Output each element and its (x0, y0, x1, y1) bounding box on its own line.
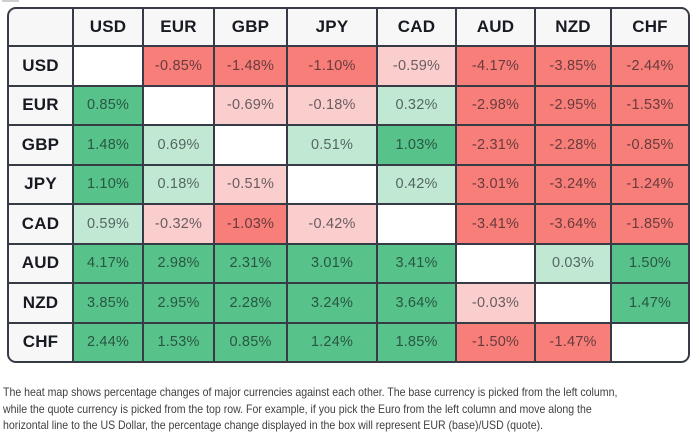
heatmap-cell-gbp-aud: -2.31% (457, 126, 534, 164)
heatmap-cell-chf-cad: 1.85% (378, 323, 455, 361)
heatmap-cell-jpy-jpy (288, 165, 376, 203)
heatmap-cell-gbp-nzd: -2.28% (536, 126, 610, 164)
heatmap-cell-chf-gbp: 0.85% (215, 323, 286, 361)
heatmap-cell-usd-chf: -2.44% (612, 47, 688, 85)
heatmap-cell-usd-gbp: -1.48% (215, 47, 286, 85)
heatmap-cell-cad-jpy: -0.42% (288, 205, 376, 243)
heatmap-cell-gbp-chf: -0.85% (612, 126, 688, 164)
heatmap-cell-gbp-usd: 1.48% (74, 126, 142, 164)
heatmap-description: The heat map shows percentage changes of… (3, 384, 696, 434)
heatmap-cell-cad-cad (378, 205, 455, 243)
heatmap-cell-aud-nzd: 0.03% (536, 244, 610, 282)
heatmap-cell-cad-gbp: -1.03% (215, 205, 286, 243)
heatmap-cell-aud-gbp: 2.31% (215, 244, 286, 282)
heatmap-cell-aud-eur: 2.98% (144, 244, 213, 282)
heatmap-cell-usd-jpy: -1.10% (288, 47, 376, 85)
heatmap-cell-aud-cad: 3.41% (378, 244, 455, 282)
row-header-usd: USD (9, 47, 72, 85)
row-header-eur: EUR (9, 86, 72, 124)
heatmap-cell-chf-usd: 2.44% (74, 323, 142, 361)
col-header-gbp: GBP (215, 9, 286, 45)
top-edge-fragment (2, 0, 19, 2)
corner-cell (9, 9, 72, 45)
heatmap-cell-jpy-usd: 1.10% (74, 165, 142, 203)
heatmap-cell-usd-nzd: -3.85% (536, 47, 610, 85)
heatmap-cell-chf-aud: -1.50% (457, 323, 534, 361)
heatmap-cell-eur-jpy: -0.18% (288, 86, 376, 124)
heatmap-cell-aud-aud (457, 244, 534, 282)
footnote-line: horizontal line to the US Dollar, the pe… (3, 418, 544, 432)
col-header-jpy: JPY (288, 9, 376, 45)
col-header-eur: EUR (144, 9, 213, 45)
heatmap-cell-gbp-jpy: 0.51% (288, 126, 376, 164)
heatmap-cell-eur-nzd: -2.95% (536, 86, 610, 124)
heatmap-cell-jpy-eur: 0.18% (144, 165, 213, 203)
footnote-line: while the quote currency is picked from … (3, 401, 592, 416)
heatmap-cell-chf-nzd: -1.47% (536, 323, 610, 361)
heatmap-cell-aud-jpy: 3.01% (288, 244, 376, 282)
heatmap-grid: USD EUR GBP JPY CAD AUD NZD CHF USD -0.85% -1.48% -… (9, 9, 688, 361)
heatmap-cell-eur-usd: 0.85% (74, 86, 142, 124)
row-header-jpy: JPY (9, 165, 72, 203)
row-header-nzd: NZD (9, 284, 72, 322)
heatmap-cell-chf-chf (612, 323, 688, 361)
heatmap-cell-chf-jpy: 1.24% (288, 323, 376, 361)
heatmap-cell-nzd-chf: 1.47% (612, 284, 688, 322)
heatmap-cell-eur-chf: -1.53% (612, 86, 688, 124)
heatmap-cell-nzd-eur: 2.95% (144, 284, 213, 322)
heatmap-cell-jpy-aud: -3.01% (457, 165, 534, 203)
heatmap-cell-nzd-gbp: 2.28% (215, 284, 286, 322)
row-header-chf: CHF (9, 323, 72, 361)
heatmap-cell-cad-usd: 0.59% (74, 205, 142, 243)
row-header-aud: AUD (9, 244, 72, 282)
row-header-gbp: GBP (9, 126, 72, 164)
heatmap-cell-usd-eur: -0.85% (144, 47, 213, 85)
col-header-nzd: NZD (536, 9, 610, 45)
col-header-chf: CHF (612, 9, 688, 45)
row-header-cad: CAD (9, 205, 72, 243)
heatmap-cell-cad-nzd: -3.64% (536, 205, 610, 243)
heatmap-cell-aud-usd: 4.17% (74, 244, 142, 282)
heatmap-cell-eur-aud: -2.98% (457, 86, 534, 124)
heatmap-cell-jpy-chf: -1.24% (612, 165, 688, 203)
heatmap-cell-usd-usd (74, 47, 142, 85)
heatmap-cell-gbp-eur: 0.69% (144, 126, 213, 164)
col-header-cad: CAD (378, 9, 455, 45)
heatmap-cell-gbp-cad: 1.03% (378, 126, 455, 164)
col-header-usd: USD (74, 9, 142, 45)
heatmap-cell-jpy-gbp: -0.51% (215, 165, 286, 203)
heatmap-cell-eur-gbp: -0.69% (215, 86, 286, 124)
heatmap-cell-nzd-nzd (536, 284, 610, 322)
heatmap-cell-aud-chf: 1.50% (612, 244, 688, 282)
heatmap-cell-nzd-aud: -0.03% (457, 284, 534, 322)
footnote-line: The heat map shows percentage changes of… (3, 385, 618, 399)
heatmap-cell-cad-chf: -1.85% (612, 205, 688, 243)
heatmap-cell-eur-eur (144, 86, 213, 124)
heatmap-cell-nzd-jpy: 3.24% (288, 284, 376, 322)
heatmap-cell-usd-aud: -4.17% (457, 47, 534, 85)
heatmap-cell-jpy-nzd: -3.24% (536, 165, 610, 203)
heatmap-cell-usd-cad: -0.59% (378, 47, 455, 85)
heatmap-cell-chf-eur: 1.53% (144, 323, 213, 361)
heatmap-cell-jpy-cad: 0.42% (378, 165, 455, 203)
col-header-aud: AUD (457, 9, 534, 45)
heatmap-cell-nzd-cad: 3.64% (378, 284, 455, 322)
heatmap-cell-eur-cad: 0.32% (378, 86, 455, 124)
heatmap-cell-cad-aud: -3.41% (457, 205, 534, 243)
heatmap-cell-nzd-usd: 3.85% (74, 284, 142, 322)
heatmap-cell-cad-eur: -0.32% (144, 205, 213, 243)
heatmap-cell-gbp-gbp (215, 126, 286, 164)
currency-heatmap-table: USD EUR GBP JPY CAD AUD NZD CHF USD -0.85% -1.48% -… (7, 7, 690, 363)
